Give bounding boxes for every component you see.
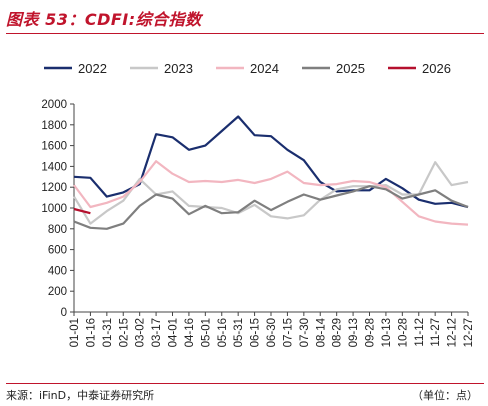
x-tick-label: 09-28 (365, 318, 377, 347)
x-tick-label: 05-01 (200, 318, 212, 347)
series-line-2025 (73, 185, 469, 230)
unit-note: （单位：点） (412, 389, 478, 402)
y-tick-label: 1000 (41, 203, 67, 215)
title-divider (6, 33, 484, 34)
x-tick-label: 06-15 (250, 318, 262, 347)
series-line-2023 (73, 161, 469, 225)
legend-label-2025: 2025 (336, 61, 365, 76)
y-tick-label: 1400 (41, 161, 67, 173)
x-tick-label: 03-02 (135, 318, 147, 347)
y-tick-label: 600 (48, 245, 67, 257)
x-tick-label: 02-15 (118, 318, 130, 347)
x-tick-label: 04-01 (168, 318, 180, 347)
series-line-2026 (73, 207, 91, 215)
x-tick-label: 08-29 (332, 318, 344, 347)
x-tick-label: 10-28 (397, 318, 409, 347)
series-line-2022 (73, 115, 469, 209)
y-tick-label: 1600 (41, 141, 67, 153)
x-tick-label: 09-13 (348, 318, 360, 347)
footer-divider (6, 383, 484, 384)
chart-title: 图表 53：CDFI:综合指数 (6, 10, 202, 29)
x-tick-label: 08-14 (315, 317, 327, 347)
y-tick-label: 400 (48, 265, 67, 277)
x-tick-label: 05-31 (233, 318, 245, 347)
y-tick-label: 0 (61, 307, 67, 319)
x-tick-label: 07-30 (299, 318, 311, 347)
x-tick-label: 06-30 (266, 318, 278, 347)
x-tick-label: 12-27 (463, 318, 475, 347)
series-line-2024 (73, 160, 469, 226)
x-tick-label: 03-17 (151, 318, 163, 347)
x-tick-label: 12-12 (447, 318, 459, 347)
y-tick-label: 800 (48, 224, 67, 236)
y-tick-label: 1200 (41, 182, 67, 194)
x-tick-label: 11-12 (414, 318, 426, 347)
x-tick-label: 11-27 (430, 318, 442, 347)
chart-axes: 0 200 400 600 800 1000 1200 1400 1600 1800 2000 01-… (41, 99, 475, 347)
y-tick-label: 1800 (41, 120, 67, 132)
chart-series (73, 115, 469, 230)
chart-legend: 2022 2023 2024 2025 2026 (44, 61, 451, 76)
legend-label-2024: 2024 (250, 61, 279, 76)
legend-label-2026: 2026 (422, 61, 451, 76)
x-tick-label: 10-13 (381, 318, 393, 347)
x-tick-label: 05-16 (217, 318, 229, 347)
y-tick-label: 2000 (41, 99, 67, 111)
x-tick-label: 07-15 (282, 318, 294, 347)
source-note: 来源：iFinD，中泰证券研究所 (6, 389, 155, 402)
legend-label-2022: 2022 (78, 61, 107, 76)
x-tick-label: 01-16 (85, 318, 97, 347)
x-tick-label: 01-01 (69, 318, 81, 347)
x-tick-label: 04-16 (184, 318, 196, 347)
y-tick-label: 200 (48, 286, 67, 298)
x-tick-label: 01-31 (102, 318, 114, 347)
legend-label-2023: 2023 (164, 61, 193, 76)
